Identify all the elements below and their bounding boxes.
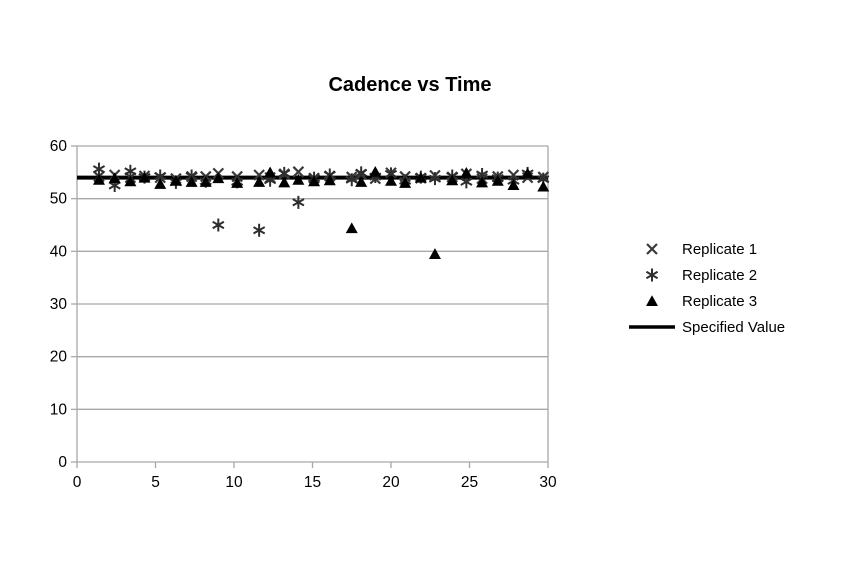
data-point-triangle — [323, 174, 336, 186]
data-point-triangle — [491, 174, 504, 186]
x-tick-label: 30 — [539, 474, 557, 491]
data-point-triangle — [446, 174, 459, 186]
data-point-asterisk — [292, 195, 305, 209]
data-point-triangle — [264, 166, 277, 178]
data-point-asterisk — [345, 173, 358, 187]
data-point-triangle — [108, 172, 121, 184]
data-point-asterisk — [253, 223, 266, 237]
y-tick-label: 10 — [50, 401, 68, 418]
data-point-triangle — [428, 248, 441, 259]
data-point-triangle — [355, 176, 368, 187]
y-tick-label: 0 — [58, 454, 67, 471]
data-point-asterisk — [92, 162, 106, 176]
legend-row-specified-value: Specified Value — [628, 314, 785, 340]
line-swatch-icon — [629, 325, 675, 329]
x-tick-label: 25 — [461, 474, 478, 491]
y-tick-label: 40 — [50, 243, 68, 260]
y-tick-label: 60 — [50, 138, 68, 155]
data-point-triangle — [345, 222, 358, 234]
data-point-x — [292, 166, 305, 178]
data-point-triangle — [278, 176, 291, 188]
data-point-triangle — [369, 166, 382, 177]
y-tick-label: 30 — [50, 296, 68, 313]
chart-title: Cadence vs Time — [328, 74, 492, 96]
data-point-triangle — [537, 180, 550, 192]
legend-row-replicate-1: Replicate 1 — [628, 236, 785, 262]
data-point-triangle — [154, 178, 167, 189]
data-point-triangle — [399, 177, 412, 188]
legend-label-replicate-2: Replicate 2 — [682, 266, 758, 284]
data-point-triangle — [231, 177, 244, 188]
legend-row-replicate-2: Replicate 2 — [628, 262, 785, 288]
data-point-triangle — [169, 174, 182, 186]
x-tick-label: 10 — [225, 474, 243, 491]
triangle-marker-icon — [646, 295, 658, 306]
y-tick-label: 20 — [50, 349, 68, 366]
data-point-triangle — [507, 179, 520, 190]
data-point-triangle — [185, 176, 198, 187]
data-point-triangle — [385, 174, 397, 186]
data-point-triangle — [138, 171, 151, 183]
legend-label-specified-value: Specified Value — [682, 318, 786, 336]
data-point-triangle — [476, 176, 489, 188]
x-tick-label: 0 — [73, 474, 82, 491]
y-tick-label: 50 — [50, 191, 68, 208]
data-point-triangle — [414, 171, 427, 183]
x-marker-icon — [646, 243, 658, 255]
data-point-triangle — [308, 175, 321, 187]
data-point-asterisk — [212, 218, 225, 232]
data-point-asterisk — [428, 172, 442, 186]
data-point-triangle — [124, 175, 137, 187]
legend: Replicate 1 Replicate 2 Replicate 3 Spec… — [628, 236, 785, 340]
legend-row-replicate-3: Replicate 3 — [628, 288, 785, 314]
data-point-x — [253, 169, 265, 181]
legend-label-replicate-1: Replicate 1 — [682, 240, 758, 258]
x-tick-label: 15 — [304, 474, 321, 491]
data-point-triangle — [292, 173, 305, 185]
data-point-triangle — [521, 167, 534, 179]
data-point-triangle — [253, 176, 266, 187]
data-point-triangle — [460, 167, 473, 178]
data-point-triangle — [212, 172, 225, 184]
x-tick-label: 20 — [382, 474, 400, 491]
legend-label-replicate-3: Replicate 3 — [682, 292, 758, 310]
x-tick-label: 5 — [151, 474, 160, 491]
asterisk-marker-icon — [645, 268, 659, 282]
data-point-triangle — [199, 176, 212, 187]
data-point-triangle — [92, 173, 105, 185]
